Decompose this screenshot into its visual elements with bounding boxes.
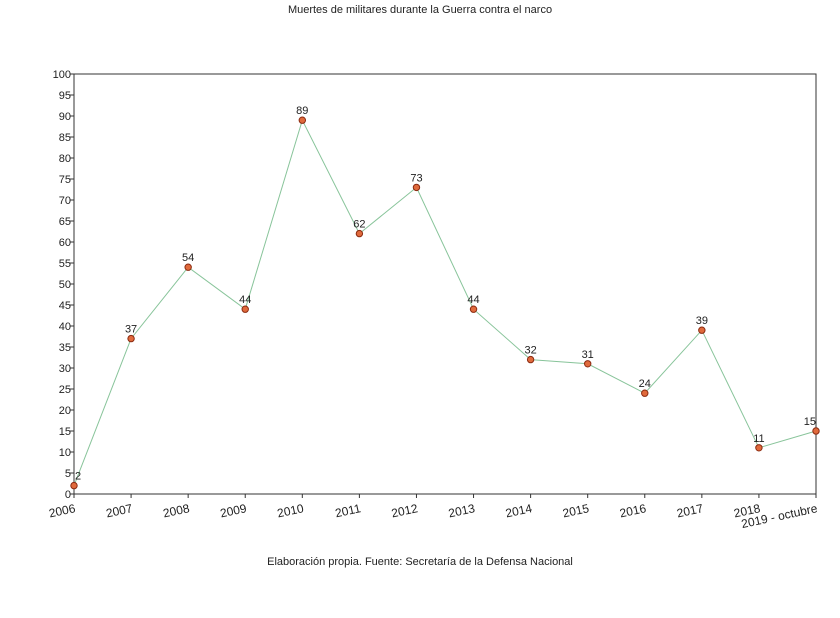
- x-tick-label: 2012: [390, 501, 419, 520]
- y-tick-label: 15: [59, 426, 71, 438]
- data-point: [812, 427, 820, 435]
- y-tick-label: 95: [59, 90, 71, 102]
- x-tick-label: 2017: [675, 501, 704, 520]
- y-tick-label: 45: [59, 300, 71, 312]
- data-markers: [70, 116, 820, 490]
- data-label: 89: [296, 105, 308, 117]
- data-point: [526, 355, 535, 364]
- data-label: 15: [804, 416, 816, 428]
- data-point: [698, 326, 706, 334]
- data-point: [583, 360, 592, 368]
- x-tick-label: 2016: [618, 501, 647, 520]
- data-label: 39: [696, 315, 708, 327]
- chart-caption: Elaboración propia. Fuente: Secretaría d…: [267, 556, 573, 568]
- x-tick-label: 2006: [48, 501, 77, 520]
- x-tick-label: 2014: [504, 501, 533, 520]
- x-tick-label: 2009: [219, 501, 248, 520]
- data-label: 32: [524, 345, 536, 357]
- data-point: [184, 263, 192, 271]
- data-label: 54: [182, 252, 194, 264]
- y-tick-label: 0: [65, 489, 71, 501]
- data-point: [127, 334, 135, 343]
- data-label: 73: [410, 172, 422, 184]
- y-tick-label: 60: [59, 237, 71, 249]
- y-tick-label: 70: [59, 195, 71, 207]
- data-label: 31: [582, 349, 594, 361]
- data-label: 11: [753, 433, 764, 445]
- y-tick-label: 25: [59, 384, 71, 396]
- data-point: [298, 116, 307, 124]
- y-tick-label: 80: [59, 153, 71, 165]
- data-point: [755, 444, 763, 452]
- series-line: [73, 118, 817, 486]
- data-point: [469, 305, 478, 313]
- data-point: [355, 229, 364, 238]
- data-label: 44: [239, 294, 251, 306]
- x-tick-label: 2018: [733, 501, 762, 520]
- data-label: 44: [467, 294, 479, 306]
- x-tick-label: 2015: [561, 501, 590, 520]
- data-label: 2: [75, 471, 81, 483]
- y-tick-label: 75: [59, 174, 71, 186]
- data-labels: 2 37 54 44 89 62 73 44 32 31 24 39 11 15: [75, 105, 816, 482]
- y-tick-label: 20: [59, 405, 71, 417]
- y-tick-label: 30: [59, 363, 71, 375]
- data-point: [412, 183, 421, 192]
- data-label: 24: [639, 378, 651, 390]
- y-tick-label: 10: [59, 447, 71, 459]
- y-tick-label: 85: [59, 132, 71, 144]
- x-tick-label: 2007: [105, 501, 134, 520]
- data-label: 37: [125, 324, 137, 336]
- y-tick-label: 90: [59, 111, 71, 123]
- data-label: 62: [353, 219, 365, 231]
- y-tick-label: 65: [59, 216, 71, 228]
- y-axis: 0 5 10 15 20 25 30 35 40 45 50 55 60 65 70 75 80 85 90 95 10…: [53, 69, 74, 501]
- data-point: [641, 389, 649, 397]
- x-tick-label: 2013: [447, 501, 476, 520]
- x-axis: 2006 2007 2008 2009 2010 2011 2012 2013 2014 2015…: [48, 494, 819, 531]
- y-tick-label: 35: [59, 342, 71, 354]
- data-point: [70, 481, 78, 490]
- y-tick-label: 55: [59, 258, 71, 270]
- y-tick-label: 100: [53, 69, 71, 81]
- plot-frame: [73, 73, 817, 495]
- chart-title: Muertes de militares durante la Guerra c…: [287, 4, 553, 16]
- y-tick-label: 50: [59, 279, 71, 291]
- data-point: [241, 305, 249, 313]
- x-tick-label: 2008: [162, 501, 191, 520]
- y-tick-label: 40: [59, 321, 71, 333]
- x-tick-label: 2010: [276, 501, 305, 520]
- x-tick-label: 2011: [334, 501, 362, 520]
- y-tick-label: 5: [65, 468, 71, 480]
